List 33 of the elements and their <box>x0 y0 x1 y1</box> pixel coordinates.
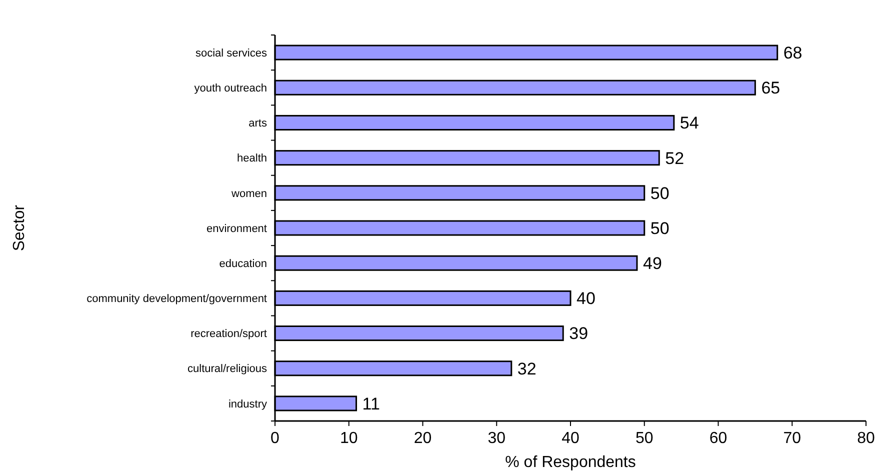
data-label: 49 <box>642 254 662 274</box>
y-tick-label: industry <box>228 398 268 410</box>
y-axis-title: Sector <box>11 204 28 252</box>
data-label: 52 <box>665 148 684 168</box>
x-tick-label: 30 <box>488 430 506 447</box>
y-tick-label: arts <box>248 118 268 130</box>
x-tick-label: 10 <box>340 430 358 447</box>
data-label: 54 <box>680 114 699 133</box>
x-tick-label: 50 <box>635 430 654 447</box>
x-tick-label: 60 <box>709 430 728 447</box>
y-tick-label: youth outreach <box>194 82 267 94</box>
data-label: 50 <box>650 184 670 203</box>
x-tick-label: 80 <box>857 430 875 447</box>
data-label: 11 <box>362 394 380 414</box>
y-tick-label: community development/government <box>86 293 267 306</box>
data-label: 40 <box>576 289 596 308</box>
x-tick-label: 40 <box>562 430 580 447</box>
x-tick-label: 70 <box>783 430 802 447</box>
x-axis-title: % of Respondents <box>505 454 636 471</box>
x-tick-label: 20 <box>414 430 432 447</box>
data-label: 68 <box>783 43 802 62</box>
data-label: 32 <box>517 359 536 378</box>
y-tick-label: environment <box>206 222 267 235</box>
y-tick-label: women <box>230 188 267 200</box>
y-tick-label: education <box>219 258 267 270</box>
y-tick-label: health <box>237 152 267 165</box>
data-label: 50 <box>650 218 670 238</box>
x-tick-label: 0 <box>270 430 280 447</box>
data-label: 39 <box>569 324 588 344</box>
y-tick-label: cultural/religious <box>188 363 268 376</box>
data-label: 65 <box>761 78 780 98</box>
y-tick-label: recreation/sport <box>190 328 267 340</box>
y-tick-label: social services <box>195 47 268 60</box>
